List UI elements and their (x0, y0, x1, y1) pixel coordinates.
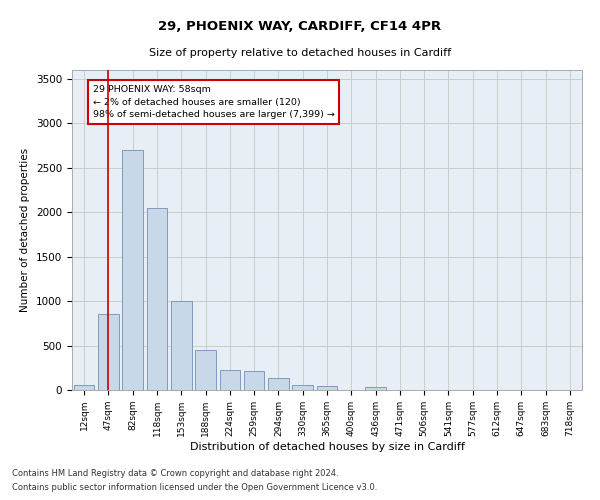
X-axis label: Distribution of detached houses by size in Cardiff: Distribution of detached houses by size … (190, 442, 464, 452)
Bar (292, 384, 313, 390)
Y-axis label: Number of detached properties: Number of detached properties (20, 148, 31, 312)
Text: Contains HM Land Registry data © Crown copyright and database right 2024.: Contains HM Land Registry data © Crown c… (12, 468, 338, 477)
Bar (171, 301, 191, 390)
Bar (146, 208, 167, 390)
Bar (195, 350, 216, 390)
Bar (317, 386, 337, 390)
Bar (220, 370, 240, 390)
Text: Size of property relative to detached houses in Cardiff: Size of property relative to detached ho… (149, 48, 451, 58)
Text: 29, PHOENIX WAY, CARDIFF, CF14 4PR: 29, PHOENIX WAY, CARDIFF, CF14 4PR (158, 20, 442, 33)
Bar (74, 384, 94, 390)
Text: Contains public sector information licensed under the Open Government Licence v3: Contains public sector information licen… (12, 484, 377, 492)
Bar (122, 150, 143, 390)
Bar (268, 378, 289, 390)
Bar (365, 388, 386, 390)
Bar (98, 314, 119, 390)
Text: 29 PHOENIX WAY: 58sqm
← 2% of detached houses are smaller (120)
98% of semi-deta: 29 PHOENIX WAY: 58sqm ← 2% of detached h… (92, 85, 335, 119)
Bar (244, 371, 265, 390)
